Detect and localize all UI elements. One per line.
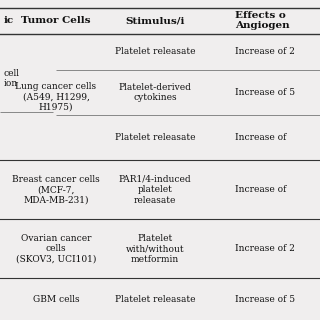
Text: GBM cells: GBM cells <box>33 295 79 305</box>
Text: Increase of 2: Increase of 2 <box>235 244 295 253</box>
Text: Platelet releasate: Platelet releasate <box>115 295 196 305</box>
Text: Platelet
with/without
metformin: Platelet with/without metformin <box>126 234 185 264</box>
Text: cell
ion: cell ion <box>3 69 19 88</box>
Text: Increase of 5: Increase of 5 <box>235 295 295 305</box>
Text: Effects o
Angiogen: Effects o Angiogen <box>235 11 290 30</box>
Text: Breast cancer cells
(MCF-7,
MDA-MB-231): Breast cancer cells (MCF-7, MDA-MB-231) <box>12 175 100 204</box>
Text: Ovarian cancer
cells
(SKOV3, UCI101): Ovarian cancer cells (SKOV3, UCI101) <box>16 234 96 264</box>
Text: ic: ic <box>3 16 13 25</box>
Text: Lung cancer cells
(A549, H1299,
H1975): Lung cancer cells (A549, H1299, H1975) <box>15 82 97 112</box>
Text: Platelet releasate: Platelet releasate <box>115 133 196 142</box>
Text: Increase of: Increase of <box>235 133 287 142</box>
Text: Increase of 2: Increase of 2 <box>235 47 295 57</box>
Text: Platelet-derived
cytokines: Platelet-derived cytokines <box>119 83 192 102</box>
Text: Platelet releasate: Platelet releasate <box>115 47 196 57</box>
Text: Increase of: Increase of <box>235 185 287 194</box>
Text: Stimulus/i: Stimulus/i <box>125 16 185 25</box>
Text: Tumor Cells: Tumor Cells <box>21 16 91 25</box>
Text: Increase of 5: Increase of 5 <box>235 88 295 97</box>
Text: PAR1/4-induced
platelet
releasate: PAR1/4-induced platelet releasate <box>119 175 191 204</box>
